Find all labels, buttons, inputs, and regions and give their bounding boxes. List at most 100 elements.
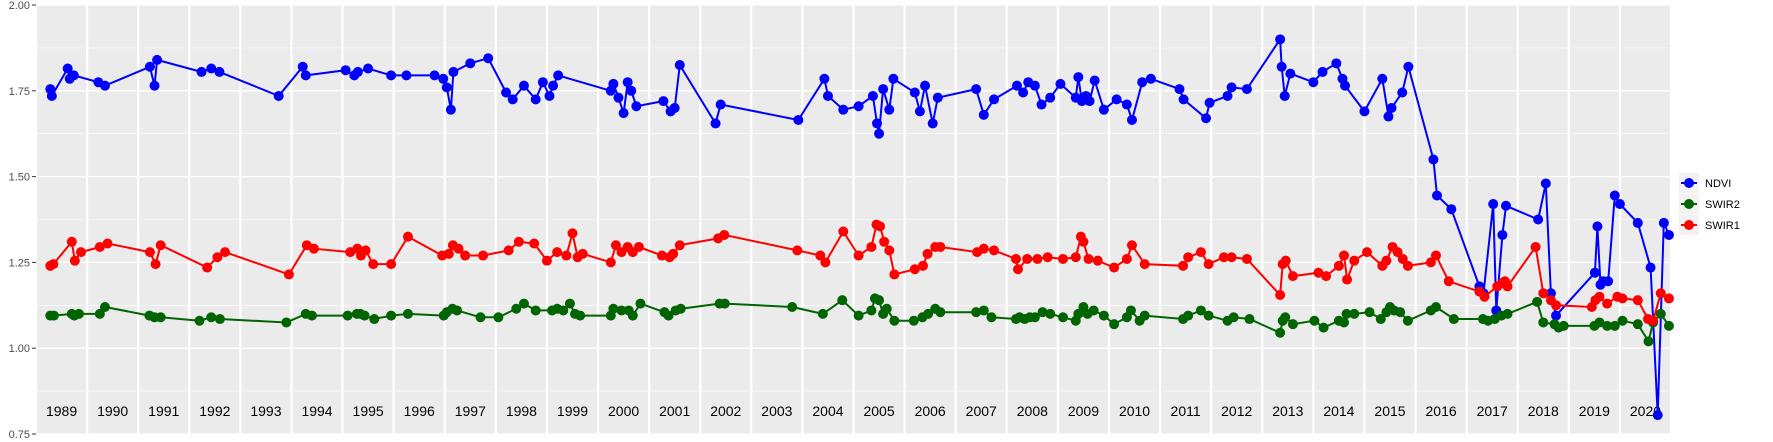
data-point bbox=[402, 308, 413, 319]
year-label: 2000 bbox=[608, 403, 639, 419]
data-point bbox=[1308, 77, 1319, 88]
year-label: 1994 bbox=[301, 403, 332, 419]
data-point bbox=[1551, 310, 1562, 321]
data-point bbox=[445, 104, 456, 115]
data-point bbox=[1010, 253, 1021, 264]
data-point bbox=[1609, 320, 1620, 331]
data-point bbox=[1342, 274, 1353, 285]
data-point bbox=[1603, 276, 1614, 287]
year-label: 2019 bbox=[1579, 403, 1610, 419]
data-point bbox=[1139, 259, 1150, 270]
data-point bbox=[401, 70, 412, 81]
data-point bbox=[1502, 308, 1513, 319]
year-label: 1995 bbox=[353, 403, 384, 419]
data-point bbox=[1425, 257, 1436, 268]
data-point bbox=[306, 310, 317, 321]
data-point bbox=[920, 80, 931, 91]
data-point bbox=[1309, 315, 1320, 326]
data-point bbox=[1402, 315, 1413, 326]
data-point bbox=[1109, 319, 1120, 330]
data-point bbox=[1111, 94, 1122, 105]
data-point bbox=[1359, 106, 1370, 117]
data-point bbox=[48, 259, 59, 270]
data-point bbox=[369, 314, 380, 325]
data-point bbox=[1446, 204, 1457, 215]
data-point bbox=[1139, 310, 1150, 321]
data-point bbox=[73, 308, 84, 319]
year-labels: 1989 1990 1991 1992 1993 1994 1995 1996 1997 1998… bbox=[46, 403, 1661, 419]
year-label: 1998 bbox=[506, 403, 537, 419]
data-point bbox=[386, 259, 397, 270]
series-layer bbox=[45, 34, 1674, 421]
year-label: 1997 bbox=[455, 403, 486, 419]
data-point bbox=[1057, 312, 1068, 323]
data-point bbox=[368, 259, 379, 270]
data-point bbox=[1349, 255, 1360, 266]
data-point bbox=[1244, 314, 1255, 325]
year-label: 2003 bbox=[761, 403, 792, 419]
data-point bbox=[838, 226, 849, 237]
data-point bbox=[608, 303, 619, 314]
year-label: 2013 bbox=[1272, 403, 1303, 419]
data-point bbox=[1663, 229, 1674, 240]
data-point bbox=[867, 90, 878, 101]
data-point bbox=[1241, 84, 1252, 95]
data-point bbox=[613, 92, 624, 103]
data-point bbox=[1339, 317, 1349, 328]
data-point bbox=[1098, 310, 1109, 321]
data-point bbox=[715, 99, 726, 110]
data-point bbox=[822, 90, 833, 101]
data-point bbox=[610, 240, 621, 251]
data-point bbox=[1545, 288, 1556, 299]
data-point bbox=[452, 305, 463, 316]
data-point bbox=[917, 260, 928, 271]
legend-label: SWIR2 bbox=[1705, 199, 1740, 211]
y-tick-label: 1.75 bbox=[9, 86, 30, 98]
data-point bbox=[1073, 72, 1084, 83]
year-label: 2004 bbox=[812, 403, 843, 419]
data-point bbox=[674, 240, 685, 251]
data-point bbox=[819, 73, 830, 84]
data-point bbox=[475, 312, 486, 323]
data-point bbox=[1203, 259, 1214, 270]
data-point bbox=[1037, 307, 1048, 318]
data-point bbox=[530, 305, 541, 316]
data-point bbox=[1386, 102, 1397, 113]
series-swir1 bbox=[45, 219, 1674, 326]
data-point bbox=[1203, 310, 1214, 321]
year-label: 1993 bbox=[250, 403, 281, 419]
data-point bbox=[273, 90, 284, 101]
data-point bbox=[1540, 178, 1551, 189]
data-point bbox=[889, 315, 900, 326]
year-label: 2015 bbox=[1374, 403, 1405, 419]
data-point bbox=[1084, 96, 1095, 107]
data-point bbox=[352, 66, 363, 77]
year-label: 2001 bbox=[659, 403, 690, 419]
data-point bbox=[1073, 308, 1084, 319]
data-point bbox=[1013, 264, 1024, 275]
data-point bbox=[1275, 290, 1286, 301]
y-tick-label: 1.00 bbox=[9, 343, 30, 355]
data-point bbox=[149, 80, 160, 91]
data-point bbox=[1488, 199, 1499, 210]
data-point bbox=[575, 310, 586, 321]
data-point bbox=[923, 308, 934, 319]
data-point bbox=[144, 247, 155, 258]
data-point bbox=[1663, 293, 1674, 304]
year-label: 2006 bbox=[915, 403, 946, 419]
data-point bbox=[69, 255, 80, 266]
data-point bbox=[1502, 281, 1513, 292]
data-point bbox=[618, 108, 629, 119]
data-point bbox=[1551, 300, 1562, 311]
year-label: 2017 bbox=[1477, 403, 1508, 419]
series-ndvi bbox=[45, 34, 1674, 421]
year-label: 1999 bbox=[557, 403, 588, 419]
data-point bbox=[1125, 305, 1136, 316]
data-point bbox=[1331, 58, 1342, 69]
data-point bbox=[872, 118, 883, 129]
data-point bbox=[1045, 308, 1056, 319]
data-point bbox=[1645, 262, 1656, 273]
data-point bbox=[460, 250, 471, 261]
data-point bbox=[558, 305, 569, 316]
data-point bbox=[1276, 61, 1287, 72]
